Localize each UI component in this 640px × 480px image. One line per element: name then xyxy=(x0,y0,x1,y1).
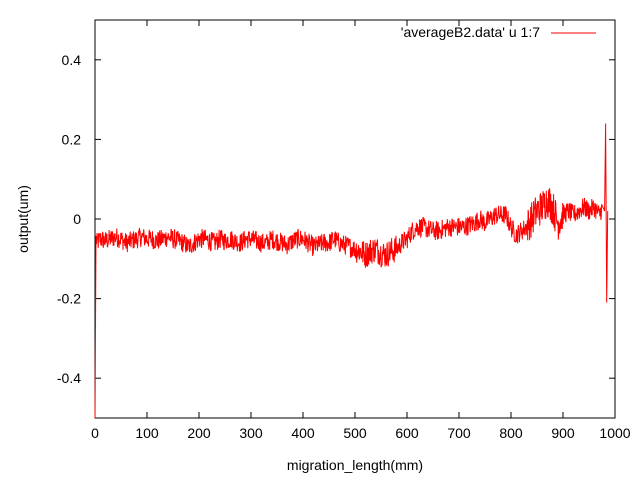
x-tick-label: 700 xyxy=(447,425,471,441)
y-tick-label: -0.4 xyxy=(57,370,81,386)
series-line xyxy=(94,123,609,419)
y-tick-label: 0.2 xyxy=(62,131,82,147)
x-tick-label: 0 xyxy=(91,425,99,441)
y-tick-label: 0 xyxy=(73,211,81,227)
x-tick-label: 900 xyxy=(551,425,575,441)
x-tick-label: 300 xyxy=(239,425,263,441)
x-tick-label: 400 xyxy=(291,425,315,441)
legend-entry-label: 'averageB2.data' u 1:7 xyxy=(401,24,540,40)
y-tick-label: 0.4 xyxy=(62,52,82,68)
x-tick-label: 600 xyxy=(395,425,419,441)
x-tick-label: 500 xyxy=(343,425,367,441)
x-tick-label: 800 xyxy=(499,425,523,441)
x-tick-label: 200 xyxy=(187,425,211,441)
series-layer xyxy=(94,123,609,419)
x-tick-label: 1000 xyxy=(599,425,630,441)
y-axis-label: output(um) xyxy=(15,185,31,253)
legend: 'averageB2.data' u 1:7 xyxy=(401,24,596,40)
x-axis-label: migration_length(mm) xyxy=(287,457,423,473)
plot-frame xyxy=(94,19,616,419)
x-tick-label: 100 xyxy=(135,425,159,441)
y-axis-ticks: -0.4 -0.2 0 0.2 0.4 xyxy=(57,52,615,386)
y-tick-label: -0.2 xyxy=(57,291,81,307)
x-axis-ticks: 0 100 200 300 400 500 600 700 800 900 1000 xyxy=(91,20,631,441)
